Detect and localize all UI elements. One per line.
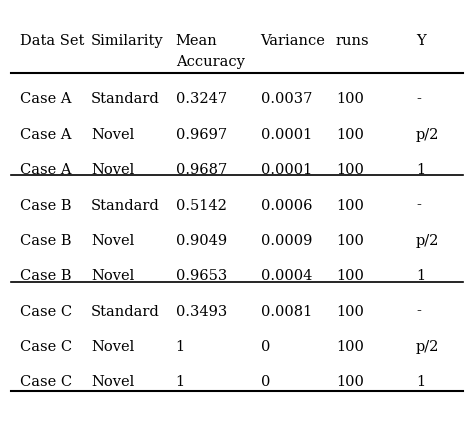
Text: Novel: Novel (91, 375, 134, 389)
Text: 0.9697: 0.9697 (176, 128, 227, 142)
Text: Variance: Variance (261, 34, 326, 48)
Text: 0.5142: 0.5142 (176, 198, 227, 213)
Text: Case B: Case B (20, 198, 72, 213)
Text: Novel: Novel (91, 128, 134, 142)
Text: 1: 1 (176, 340, 185, 354)
Text: 0.0001: 0.0001 (261, 163, 312, 177)
Text: 0.3493: 0.3493 (176, 305, 227, 319)
Text: 0.0009: 0.0009 (261, 234, 312, 248)
Text: 100: 100 (336, 198, 364, 213)
Text: 100: 100 (336, 92, 364, 106)
Text: 0.9049: 0.9049 (176, 234, 227, 248)
Text: 0.0037: 0.0037 (261, 92, 312, 106)
Text: 1: 1 (416, 163, 425, 177)
Text: 1: 1 (416, 375, 425, 389)
Text: Standard: Standard (91, 198, 160, 213)
Text: Case A: Case A (20, 163, 72, 177)
Text: 100: 100 (336, 128, 364, 142)
Text: Case C: Case C (20, 340, 73, 354)
Text: 100: 100 (336, 269, 364, 283)
Text: 0.0081: 0.0081 (261, 305, 312, 319)
Text: 0.9687: 0.9687 (176, 163, 227, 177)
Text: 0: 0 (261, 340, 270, 354)
Text: 0.9653: 0.9653 (176, 269, 227, 283)
Text: Similarity: Similarity (91, 34, 164, 48)
Text: p/2: p/2 (416, 128, 439, 142)
Text: Novel: Novel (91, 163, 134, 177)
Text: Standard: Standard (91, 92, 160, 106)
Text: -: - (416, 198, 421, 213)
Text: Standard: Standard (91, 305, 160, 319)
Text: -: - (416, 92, 421, 106)
Text: Novel: Novel (91, 340, 134, 354)
Text: Case A: Case A (20, 92, 72, 106)
Text: Case B: Case B (20, 269, 72, 283)
Text: Y: Y (416, 34, 426, 48)
Text: Accuracy: Accuracy (176, 55, 245, 69)
Text: 100: 100 (336, 163, 364, 177)
Text: runs: runs (336, 34, 370, 48)
Text: p/2: p/2 (416, 340, 439, 354)
Text: 0.3247: 0.3247 (176, 92, 227, 106)
Text: Case C: Case C (20, 305, 73, 319)
Text: Mean: Mean (176, 34, 218, 48)
Text: 1: 1 (416, 269, 425, 283)
Text: Case A: Case A (20, 128, 72, 142)
Text: 0.0004: 0.0004 (261, 269, 312, 283)
Text: 100: 100 (336, 375, 364, 389)
Text: Case B: Case B (20, 234, 72, 248)
Text: 0: 0 (261, 375, 270, 389)
Text: Novel: Novel (91, 269, 134, 283)
Text: 0.0006: 0.0006 (261, 198, 312, 213)
Text: Novel: Novel (91, 234, 134, 248)
Text: Case C: Case C (20, 375, 73, 389)
Text: 0.0001: 0.0001 (261, 128, 312, 142)
Text: 1: 1 (176, 375, 185, 389)
Text: p/2: p/2 (416, 234, 439, 248)
Text: -: - (416, 305, 421, 319)
Text: 100: 100 (336, 305, 364, 319)
Text: Data Set: Data Set (20, 34, 85, 48)
Text: 100: 100 (336, 234, 364, 248)
Text: 100: 100 (336, 340, 364, 354)
